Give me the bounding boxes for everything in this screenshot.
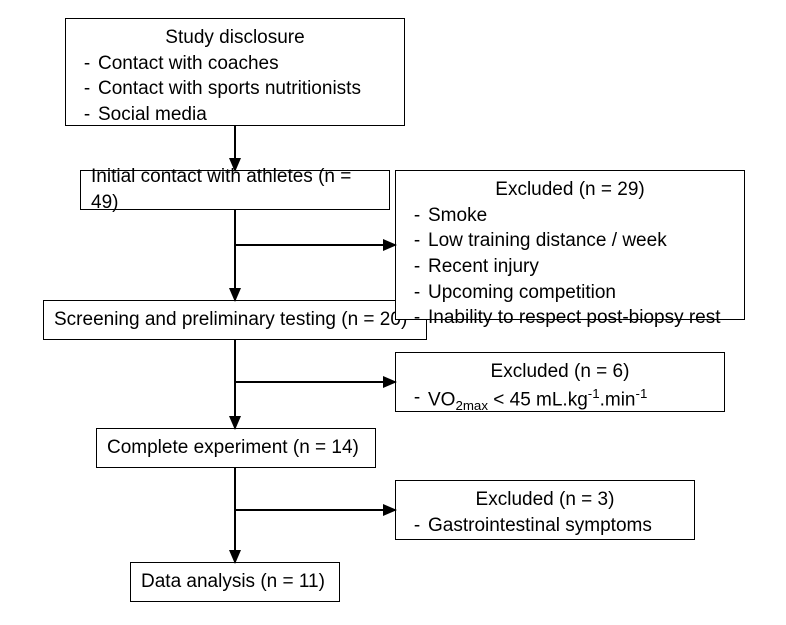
list-item-text: Upcoming competition <box>428 280 616 306</box>
node-complete-experiment: Complete experiment (n = 14) <box>96 428 376 468</box>
node-label: Complete experiment (n = 14) <box>107 435 359 461</box>
node-data-analysis: Data analysis (n = 11) <box>130 562 340 602</box>
list-item: -Smoke <box>406 203 734 229</box>
bullet-dash: - <box>76 76 98 102</box>
flowchart-canvas: Study disclosure-Contact with coaches-Co… <box>0 0 786 625</box>
list-item: -Gastrointestinal symptoms <box>406 513 684 539</box>
node-label: Screening and preliminary testing (n = 2… <box>54 307 407 333</box>
list-item-text: Low training distance / week <box>428 228 667 254</box>
node-title: Excluded (n = 29) <box>406 177 734 203</box>
node-study-disclosure: Study disclosure-Contact with coaches-Co… <box>65 18 405 126</box>
bullet-dash: - <box>406 203 428 229</box>
list-item: -Inability to respect post-biopsy rest <box>406 305 734 331</box>
list-item-text: VO2max < 45 mL.kg-1.min-1 <box>428 385 647 415</box>
list-item-text: Smoke <box>428 203 487 229</box>
list-item-text: Contact with coaches <box>98 51 279 77</box>
bullet-dash: - <box>406 513 428 539</box>
bullet-dash: - <box>76 51 98 77</box>
list-item-text: Inability to respect post-biopsy rest <box>428 305 721 331</box>
node-excluded-3: Excluded (n = 3)-Gastrointestinal sympto… <box>395 480 695 540</box>
bullet-dash: - <box>76 102 98 128</box>
list-item-text: Social media <box>98 102 207 128</box>
node-title: Excluded (n = 3) <box>406 487 684 513</box>
node-screening: Screening and preliminary testing (n = 2… <box>43 300 427 340</box>
bullet-dash: - <box>406 228 428 254</box>
bullet-dash: - <box>406 385 428 411</box>
node-title: Study disclosure <box>76 25 394 51</box>
list-item: -Contact with sports nutritionists <box>76 76 394 102</box>
node-initial-contact: Initial contact with athletes (n = 49) <box>80 170 390 210</box>
node-excluded-2: Excluded (n = 6)-VO2max < 45 mL.kg-1.min… <box>395 352 725 412</box>
list-item: -Social media <box>76 102 394 128</box>
list-item-text: Gastrointestinal symptoms <box>428 513 652 539</box>
bullet-dash: - <box>406 254 428 280</box>
list-item-text: Contact with sports nutritionists <box>98 76 361 102</box>
list-item-text: Recent injury <box>428 254 539 280</box>
list-item: -Upcoming competition <box>406 280 734 306</box>
node-label: Initial contact with athletes (n = 49) <box>91 164 379 215</box>
list-item: -VO2max < 45 mL.kg-1.min-1 <box>406 385 714 415</box>
list-item: -Low training distance / week <box>406 228 734 254</box>
bullet-dash: - <box>406 280 428 306</box>
list-item: -Recent injury <box>406 254 734 280</box>
list-item: -Contact with coaches <box>76 51 394 77</box>
node-title: Excluded (n = 6) <box>406 359 714 385</box>
bullet-dash: - <box>406 305 428 331</box>
node-excluded-1: Excluded (n = 29)-Smoke-Low training dis… <box>395 170 745 320</box>
node-label: Data analysis (n = 11) <box>141 569 325 595</box>
